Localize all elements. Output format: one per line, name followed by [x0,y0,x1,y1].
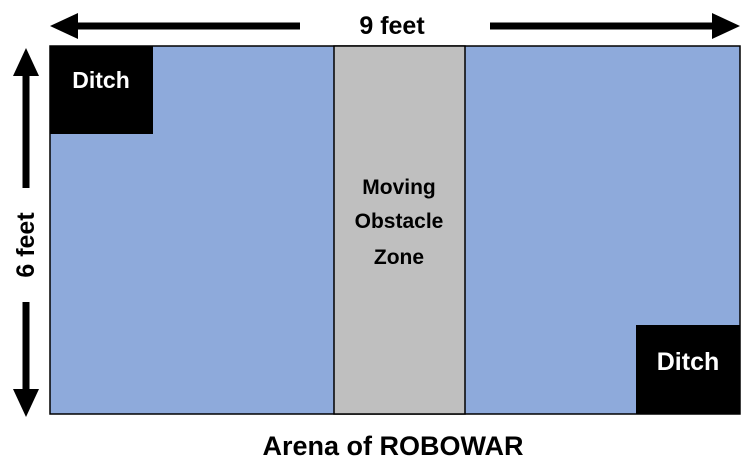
obstacle-zone-line-1: Moving [362,176,436,199]
obstacle-zone-line-2: Obstacle [355,210,444,233]
height-label: 6 feet [12,212,40,278]
width-label: 9 feet [359,12,425,40]
width-dimension: 9 feet [50,12,740,40]
arena-caption: Arena of ROBOWAR [262,431,523,461]
height-arrow-top-head [13,48,39,76]
arena: Moving Obstacle Zone Ditch Ditch [49,45,741,415]
height-arrow-bottom-head [13,389,39,417]
ditch-top-left-label: Ditch [72,67,130,93]
obstacle-zone-label: Moving Obstacle Zone [355,176,444,269]
height-dimension: 6 feet [12,48,40,417]
obstacle-zone-line-3: Zone [374,246,424,269]
width-arrow-left-head [50,13,78,39]
ditch-bottom-right-label: Ditch [657,348,720,376]
ditch-top-left [50,46,153,134]
width-arrow-right-head [712,13,740,39]
moving-obstacle-zone [333,45,466,415]
ditch-bottom-right [636,325,740,414]
